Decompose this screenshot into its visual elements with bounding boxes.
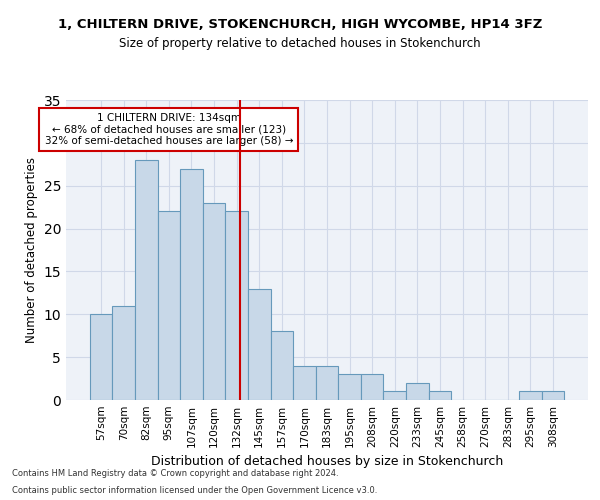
Bar (248, 288, 271, 400)
Y-axis label: Number of detached properties: Number of detached properties (25, 157, 38, 343)
Bar (90, 314, 112, 400)
Text: Contains HM Land Registry data © Crown copyright and database right 2024.: Contains HM Land Registry data © Crown c… (12, 468, 338, 477)
Bar (271, 332, 293, 400)
Bar (361, 374, 383, 400)
Bar (158, 212, 180, 400)
Text: Contains public sector information licensed under the Open Government Licence v3: Contains public sector information licen… (12, 486, 377, 495)
Bar (338, 374, 361, 400)
Bar (112, 306, 135, 400)
Bar (203, 203, 226, 400)
Bar (542, 392, 564, 400)
Bar (519, 392, 542, 400)
Text: Size of property relative to detached houses in Stokenchurch: Size of property relative to detached ho… (119, 38, 481, 51)
Bar (135, 160, 158, 400)
Bar (180, 168, 203, 400)
Text: 1 CHILTERN DRIVE: 134sqm
← 68% of detached houses are smaller (123)
32% of semi-: 1 CHILTERN DRIVE: 134sqm ← 68% of detach… (44, 113, 293, 146)
Bar (383, 392, 406, 400)
Bar (226, 212, 248, 400)
Bar (316, 366, 338, 400)
Text: 1, CHILTERN DRIVE, STOKENCHURCH, HIGH WYCOMBE, HP14 3FZ: 1, CHILTERN DRIVE, STOKENCHURCH, HIGH WY… (58, 18, 542, 30)
Bar (428, 392, 451, 400)
X-axis label: Distribution of detached houses by size in Stokenchurch: Distribution of detached houses by size … (151, 456, 503, 468)
Bar (293, 366, 316, 400)
Bar (406, 383, 428, 400)
